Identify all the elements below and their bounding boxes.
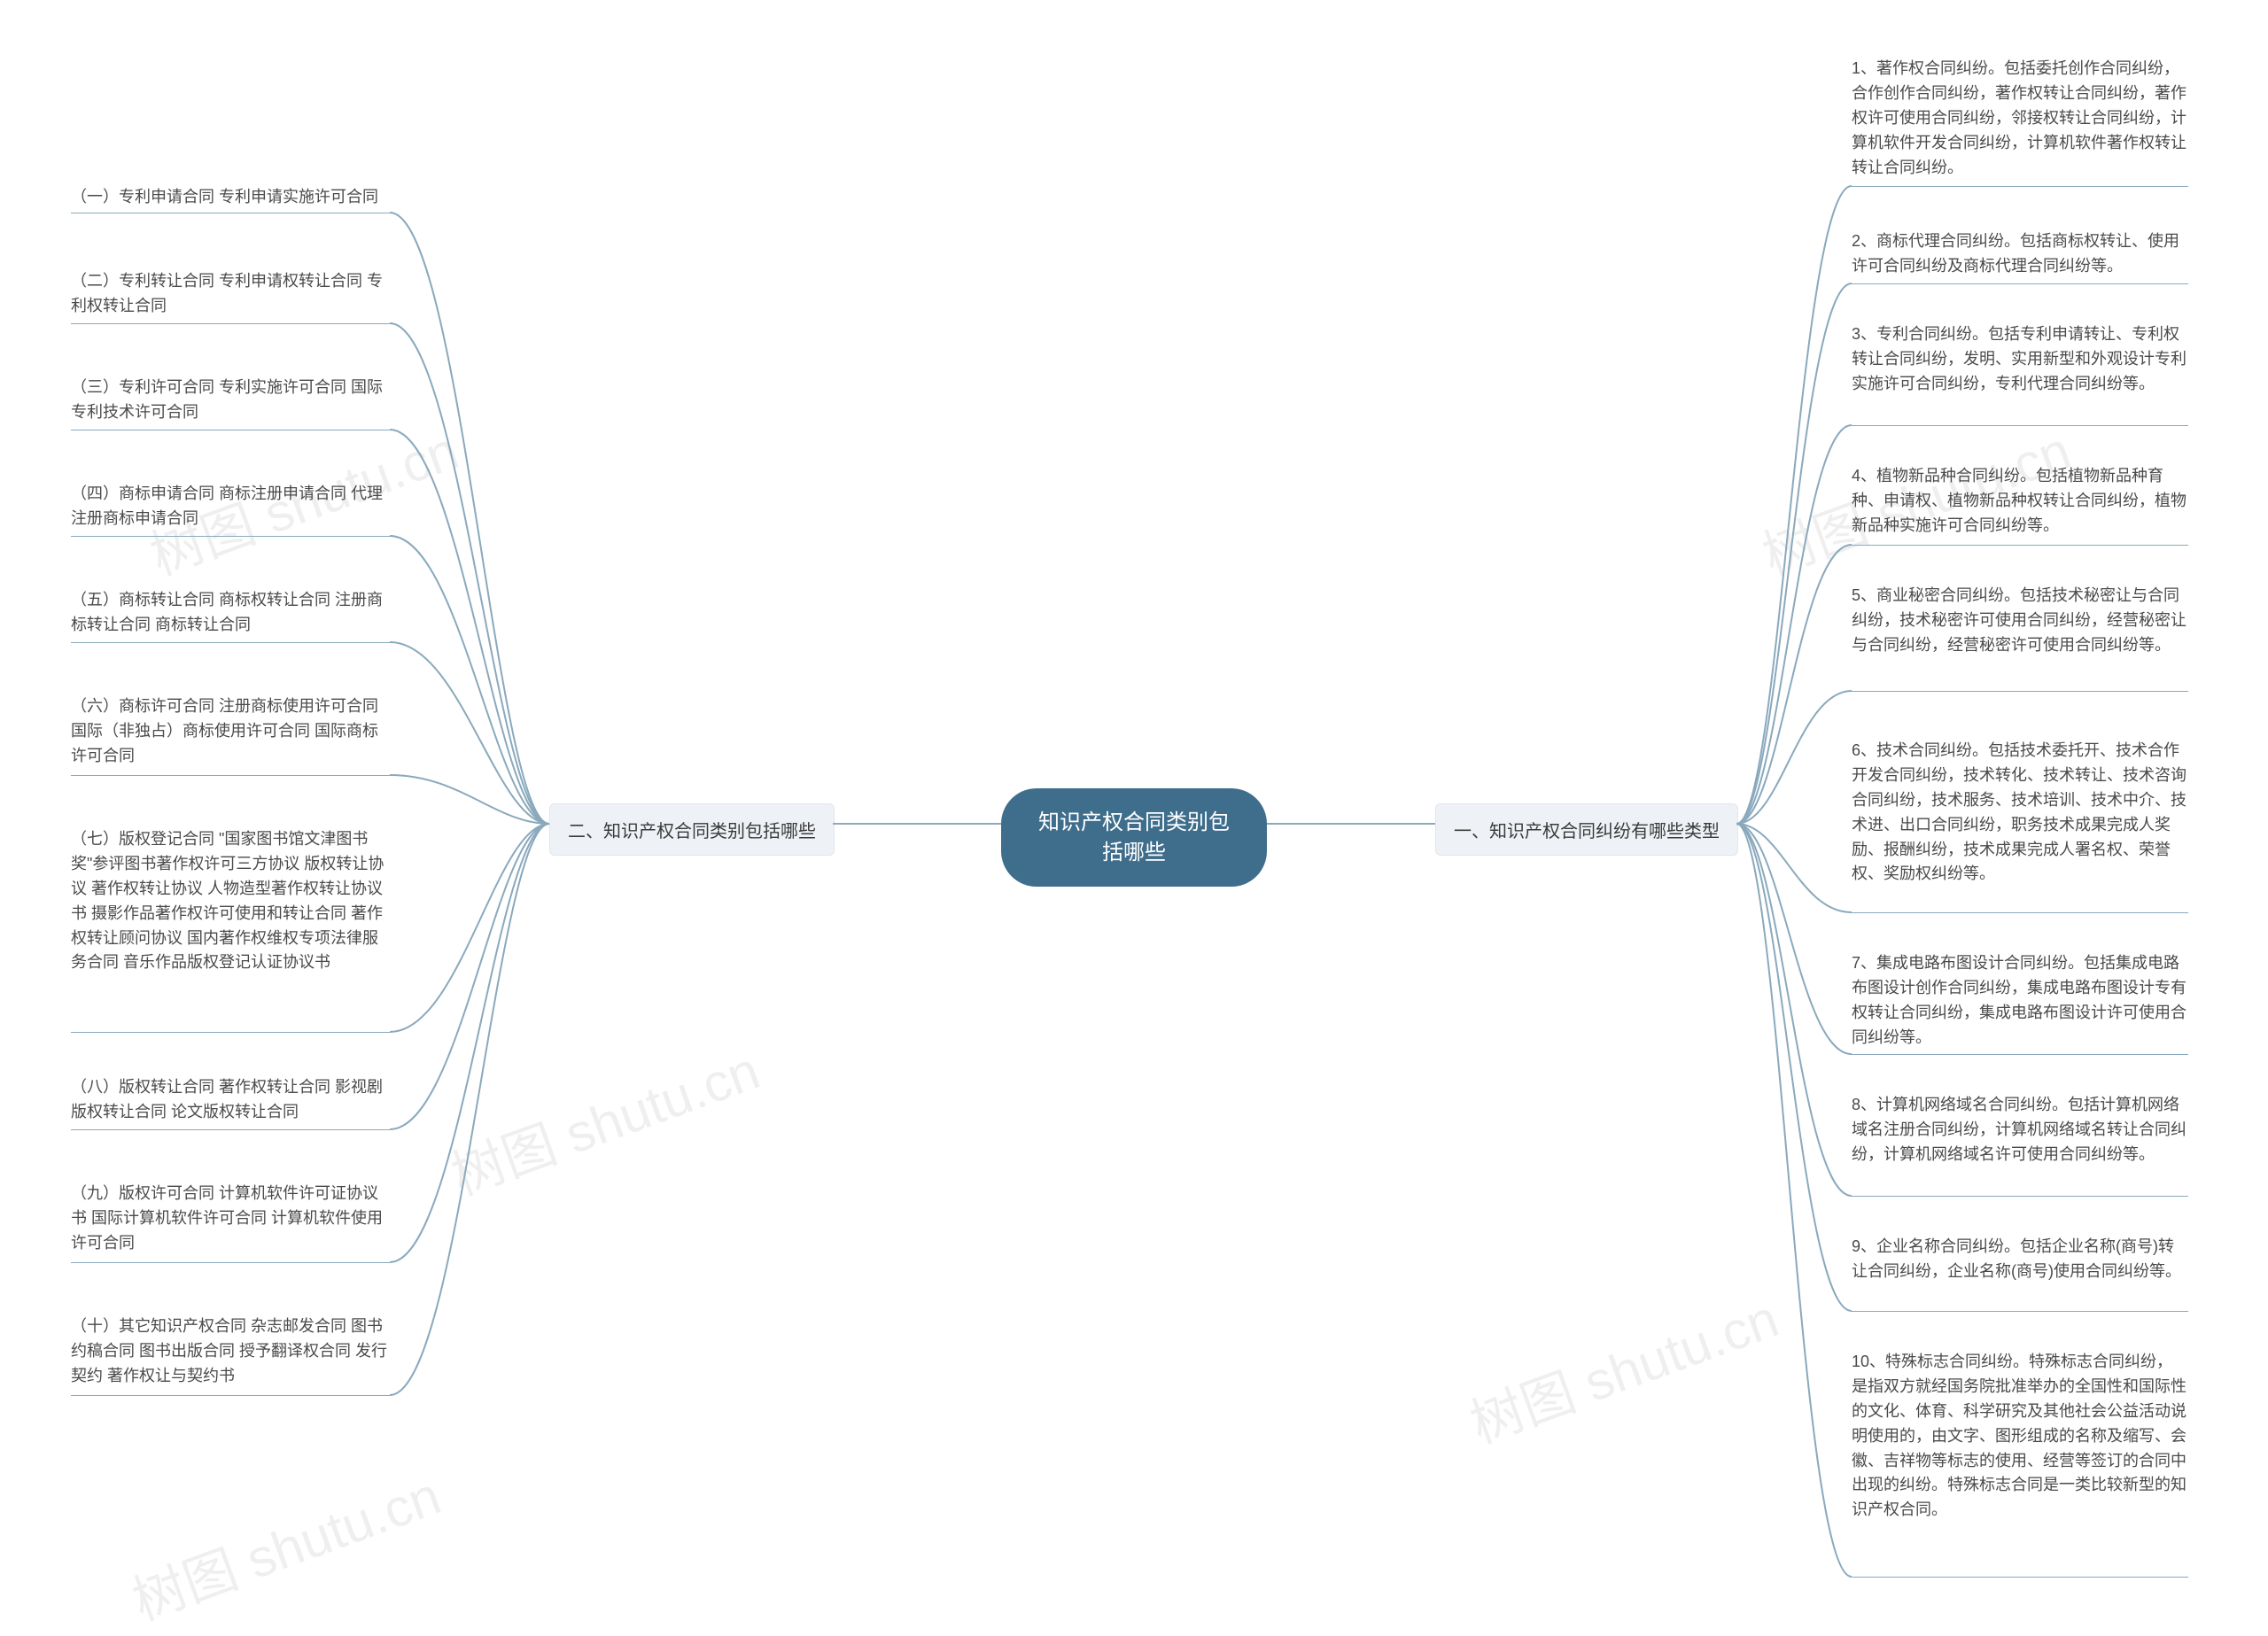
right-leaf-5: 5、商业秘密合同纠纷。包括技术秘密让与合同纠纷，技术秘密许可使用合同纠纷，经营秘… [1852,580,2188,662]
left-branch-node: 二、知识产权合同类别包括哪些 [549,803,835,856]
right-leaf-3: 3、专利合同纠纷。包括专利申请转让、专利权转让合同纠纷，发明、实用新型和外观设计… [1852,319,2188,400]
connector-right-fan [1736,53,1852,1586]
leaf-underline [1852,1577,2188,1578]
leaf-underline [71,323,390,324]
right-leaf-4: 4、植物新品种合同纠纷。包括植物新品种育种、申请权、植物新品种权转让合同纠纷，植… [1852,461,2188,542]
right-leaf-8: 8、计算机网络域名合同纠纷。包括计算机网络域名注册合同纠纷，计算机网络域名转让合… [1852,1089,2188,1171]
watermark: 树图 shutu.cn [1458,1275,1787,1458]
leaf-underline [1852,1054,2188,1055]
left-leaf-5: （五）商标转让合同 商标权转让合同 注册商标转让合同 商标转让合同 [71,585,390,641]
leaf-underline [71,1129,390,1130]
leaf-underline [1852,545,2188,546]
leaf-underline [71,775,390,776]
left-leaf-2: （二）专利转让合同 专利申请权转让合同 专利权转让合同 [71,266,390,322]
leaf-underline [71,1395,390,1396]
connector-center-left [833,815,1001,833]
left-leaf-6: （六）商标许可合同 注册商标使用许可合同 国际（非独占）商标使用许可合同 国际商… [71,691,390,772]
connector-center-right [1267,815,1435,833]
right-leaf-10: 10、特殊标志合同纠纷。特殊标志合同纠纷，是指双方就经国务院批准举办的全国性和国… [1852,1346,2188,1526]
watermark: 树图 shutu.cn [120,1453,449,1635]
left-leaf-1: （一）专利申请合同 专利申请实施许可合同 [71,182,390,213]
leaf-underline [1852,912,2188,913]
right-leaf-1: 1、著作权合同纠纷。包括委托创作合同纠纷，合作创作合同纠纷，著作权转让合同纠纷，… [1852,53,2188,183]
leaf-underline [1852,691,2188,692]
leaf-underline [71,1032,390,1033]
watermark: 树图 shutu.cn [439,1027,768,1210]
left-leaf-7: （七）版权登记合同 "国家图书馆文津图书奖"参评图书著作权许可三方协议 版权转让… [71,824,390,979]
left-leaf-9: （九）版权许可合同 计算机软件许可证协议书 国际计算机软件许可合同 计算机软件使… [71,1178,390,1260]
leaf-underline [1852,1311,2188,1312]
leaf-underline [1852,425,2188,426]
connector-left-fan [390,177,549,1417]
leaf-underline [1852,186,2188,187]
left-leaf-10: （十）其它知识产权合同 杂志邮发合同 图书约稿合同 图书出版合同 授予翻译权合同… [71,1311,390,1392]
right-leaf-2: 2、商标代理合同纠纷。包括商标权转让、使用许可合同纠纷及商标代理合同纠纷等。 [1852,226,2188,283]
leaf-underline [71,642,390,643]
right-leaf-9: 9、企业名称合同纠纷。包括企业名称(商号)转让合同纠纷，企业名称(商号)使用合同… [1852,1231,2188,1288]
center-node: 知识产权合同类别包括哪些 [1001,788,1267,887]
leaf-underline [71,1262,390,1263]
leaf-underline [1852,283,2188,284]
leaf-underline [71,536,390,537]
left-leaf-3: （三）专利许可合同 专利实施许可合同 国际专利技术许可合同 [71,372,390,429]
left-leaf-8: （八）版权转让合同 著作权转让合同 影视剧版权转让合同 论文版权转让合同 [71,1072,390,1128]
right-leaf-6: 6、技术合同纠纷。包括技术委托开、技术合作开发合同纠纷，技术转化、技术转让、技术… [1852,735,2188,890]
right-leaf-7: 7、集成电路布图设计合同纠纷。包括集成电路布图设计创作合同纠纷，集成电路布图设计… [1852,948,2188,1054]
leaf-underline [1852,1196,2188,1197]
right-branch-node: 一、知识产权合同纠纷有哪些类型 [1435,803,1738,856]
left-leaf-4: （四）商标申请合同 商标注册申请合同 代理注册商标申请合同 [71,478,390,535]
